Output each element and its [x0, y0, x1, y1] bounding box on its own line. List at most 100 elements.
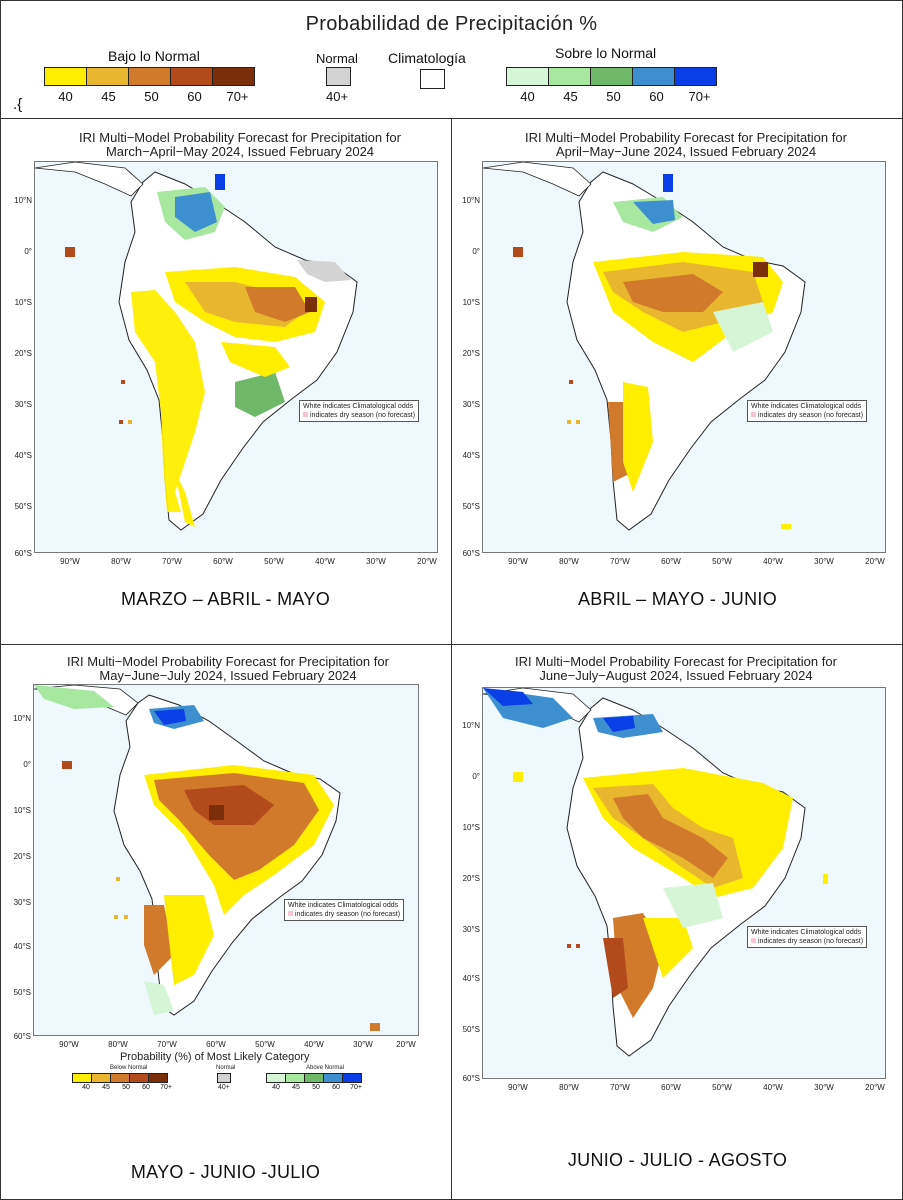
lon-label: 40°W [304, 1040, 324, 1049]
panel2-title-line1: IRI Multi−Model Probability Forecast for… [525, 130, 847, 145]
lon-label: 60°W [206, 1040, 226, 1049]
lat-label: 50°S [462, 502, 480, 511]
lon-label: 90°W [60, 557, 80, 566]
dry-season-swatch [303, 412, 308, 417]
lon-label: 70°W [162, 557, 182, 566]
lon-label: 20°W [865, 1083, 885, 1092]
panel3-note-line1: White indicates Climatological odds [288, 902, 399, 909]
below-swatch-40 [44, 67, 87, 86]
inner-below-swatch [91, 1073, 111, 1083]
legend-title: Probabilidad de Precipitación % [305, 13, 598, 35]
dry-season-swatch [751, 938, 756, 943]
inner-below-swatch [129, 1073, 149, 1083]
lon-label: 90°W [59, 1040, 79, 1049]
lat-label: 10°S [462, 823, 480, 832]
lat-label: 40°S [13, 942, 31, 951]
below-tick: 40 [58, 89, 73, 104]
inner-above-tick: 70+ [350, 1084, 362, 1091]
inner-below-ticks: 40 45 50 60 70+ [76, 1084, 176, 1091]
lat-label: 0° [472, 772, 480, 781]
lat-label: 40°S [462, 974, 480, 983]
lon-label: 90°W [508, 1083, 528, 1092]
inner-below-tick: 40 [82, 1084, 90, 1091]
panel2-map: White indicates Climatological odds indi… [482, 161, 886, 553]
below-swatch-60 [170, 67, 213, 86]
panel1-map: White indicates Climatological odds indi… [34, 161, 438, 553]
panel3-map: White indicates Climatological odds indi… [33, 684, 419, 1036]
lat-label: 60°S [13, 1032, 31, 1041]
panel2-note-line1: White indicates Climatological odds [751, 403, 862, 410]
lon-label: 50°W [712, 557, 732, 566]
lon-label: 60°W [213, 557, 233, 566]
panel3-title-line1: IRI Multi−Model Probability Forecast for… [67, 654, 389, 669]
above-swatch-50 [590, 67, 633, 86]
inner-normal-label: Normal [216, 1065, 236, 1071]
panel4-note-line1: White indicates Climatological odds [751, 929, 862, 936]
lon-label: 40°W [315, 557, 335, 566]
inner-above-ticks: 40 45 50 60 70+ [266, 1084, 366, 1091]
above-swatch-40 [506, 67, 549, 86]
normal-label: Normal [316, 51, 358, 66]
panel2-map-graphic [483, 162, 806, 531]
below-tick: 60 [187, 89, 202, 104]
inner-below-tick: 45 [102, 1084, 110, 1091]
dry-season-swatch [288, 911, 293, 916]
divider-vertical [451, 118, 452, 1200]
above-tick: 50 [606, 89, 621, 104]
lat-label: 50°S [13, 988, 31, 997]
panel1-map-graphic [35, 162, 358, 531]
inner-normal-tick: 40+ [218, 1084, 230, 1091]
panel2-season: ABRIL – MAYO - JUNIO [577, 589, 778, 609]
inner-below-tick: 50 [122, 1084, 130, 1091]
inner-legend-title: Probability (%) of Most Likely Category [120, 1051, 310, 1063]
lon-label: 70°W [157, 1040, 177, 1049]
lon-label: 80°W [111, 557, 131, 566]
lat-label: 0° [23, 760, 31, 769]
lon-label: 70°W [610, 1083, 630, 1092]
inner-below-swatches [72, 1073, 168, 1083]
panel3-note-line2: indicates dry season (no forecast) [295, 911, 401, 918]
lon-label: 50°W [264, 557, 284, 566]
above-tick: 60 [649, 89, 664, 104]
inner-above-tick: 60 [332, 1084, 340, 1091]
panel4-map-note: White indicates Climatological odds indi… [747, 926, 868, 948]
above-normal-ticks: 40 45 50 60 70+ [506, 89, 721, 104]
lon-label: 80°W [559, 557, 579, 566]
above-swatch-45 [548, 67, 591, 86]
lat-label: 20°S [462, 349, 480, 358]
lon-label: 60°W [661, 1083, 681, 1092]
inner-below-tick: 70+ [160, 1084, 172, 1091]
below-swatch-70 [212, 67, 255, 86]
lon-label: 80°W [108, 1040, 128, 1049]
inner-above-swatch [304, 1073, 324, 1083]
lon-label: 20°W [396, 1040, 416, 1049]
below-tick: 50 [144, 89, 159, 104]
lon-label: 20°W [417, 557, 437, 566]
panel2-title-line2: April−May−June 2024, Issued February 202… [555, 144, 817, 159]
panel4-title-line1: IRI Multi−Model Probability Forecast for… [515, 654, 837, 669]
panel4-note-line2: indicates dry season (no forecast) [758, 938, 864, 945]
panel1-title-line2: March−April−May 2024, Issued February 20… [105, 144, 375, 159]
lat-label: 30°S [462, 925, 480, 934]
panel2-map-note: White indicates Climatological odds indi… [747, 400, 868, 422]
below-swatch-50 [128, 67, 171, 86]
lon-label: 30°W [366, 557, 386, 566]
lon-label: 30°W [814, 557, 834, 566]
above-tick: 45 [563, 89, 578, 104]
lat-label: 10°S [13, 806, 31, 815]
lat-label: 10°N [14, 196, 32, 205]
above-swatch-60 [632, 67, 675, 86]
lat-label: 30°S [13, 898, 31, 907]
inner-above-tick: 50 [312, 1084, 320, 1091]
above-tick: 40 [520, 89, 535, 104]
lon-label: 80°W [559, 1083, 579, 1092]
panel4-map-graphic [483, 688, 828, 1057]
inner-below-swatch [148, 1073, 168, 1083]
panel4-title-line2: June−July−August 2024, Issued February 2… [539, 668, 813, 683]
lat-label: 20°S [14, 349, 32, 358]
above-swatch-70 [674, 67, 717, 86]
below-tick: 45 [101, 89, 116, 104]
normal-tick: 40+ [326, 89, 349, 104]
lat-label: 60°S [462, 1074, 480, 1083]
lat-label: 10°N [13, 714, 31, 723]
